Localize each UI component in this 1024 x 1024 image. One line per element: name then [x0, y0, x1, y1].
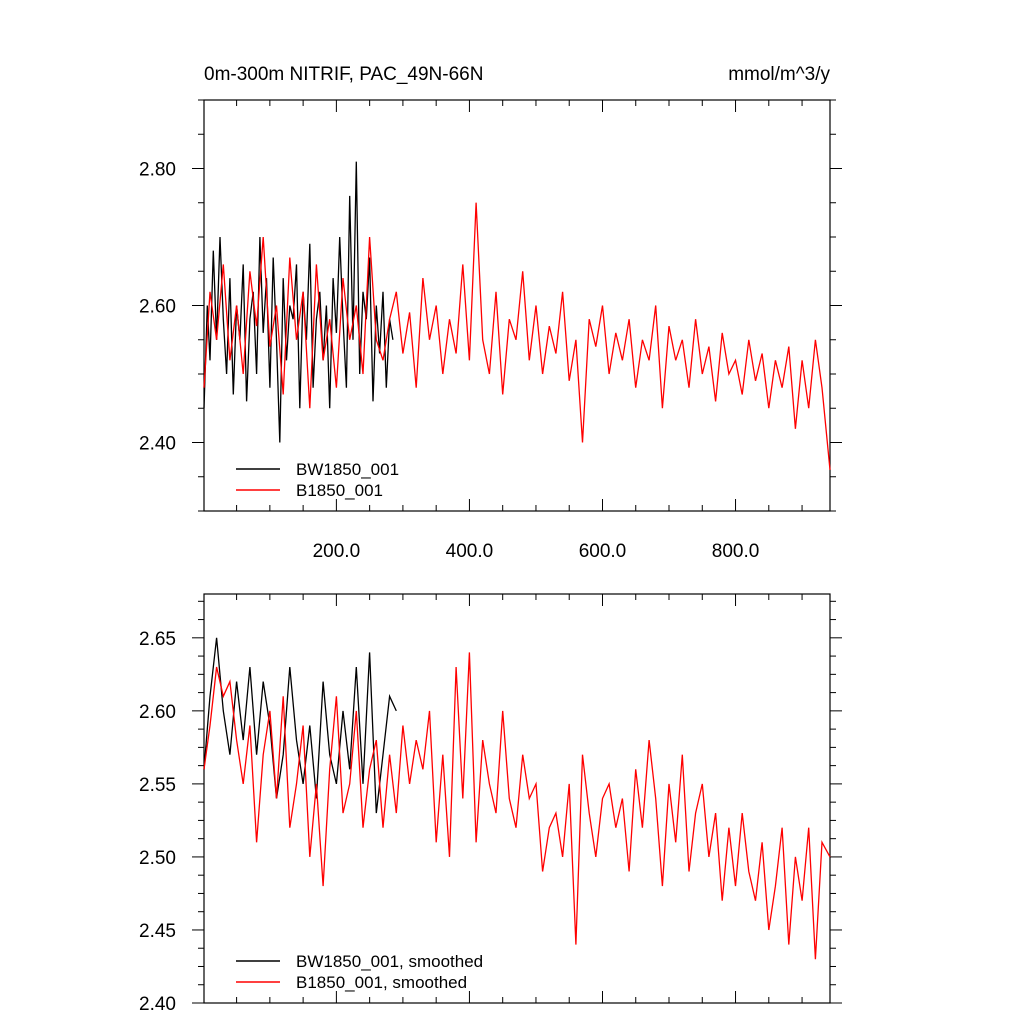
x-tick-label: 400.0	[446, 541, 494, 562]
bottom-plot-frame	[203, 593, 831, 1004]
series-line-b1850	[203, 652, 831, 960]
y-tick-label: 2.55	[139, 775, 176, 796]
top-legend: BW1850_001 B1850_001	[236, 460, 399, 500]
bottom-ticks: 2.40 2.45 2.50 2.55 2.60 2.65	[139, 594, 842, 1015]
y-tick-label: 2.40	[139, 994, 176, 1015]
top-chart-units: mmol/m^3/y	[728, 64, 830, 85]
x-tick-label: 200.0	[313, 541, 361, 562]
top-panel: 0m-300m NITRIF, PAC_49N-66N mmol/m^3/y 2…	[139, 64, 842, 562]
y-tick-label: 2.60	[139, 297, 176, 318]
legend-label: B1850_001	[296, 481, 383, 500]
legend-label: B1850_001, smoothed	[296, 973, 467, 992]
x-tick-label: 800.0	[712, 541, 760, 562]
top-series	[203, 161, 831, 470]
y-tick-label: 2.50	[139, 848, 176, 869]
bottom-panel: 2.40 2.45 2.50 2.55 2.60 2.65 BW1850_001, smo…	[139, 593, 842, 1015]
bottom-legend: BW1850_001, smoothed B1850_001, smoothed	[236, 952, 483, 992]
y-tick-label: 2.65	[139, 629, 176, 650]
y-tick-label: 2.45	[139, 921, 176, 942]
series-line-b1850	[203, 202, 831, 470]
bottom-series	[203, 637, 831, 960]
y-tick-label: 2.60	[139, 702, 176, 723]
top-chart-title: 0m-300m NITRIF, PAC_49N-66N	[204, 64, 483, 85]
y-tick-label: 2.40	[139, 434, 176, 455]
series-line-bw1850	[203, 637, 397, 814]
legend-label: BW1850_001, smoothed	[296, 952, 483, 971]
x-tick-label: 600.0	[579, 541, 627, 562]
y-tick-label: 2.80	[139, 160, 176, 181]
top-ticks: 200.0 400.0 600.0 800.0 2.40 2.60 2.80	[139, 99, 842, 562]
series-line-bw1850	[203, 161, 394, 443]
legend-label: BW1850_001	[296, 460, 399, 479]
